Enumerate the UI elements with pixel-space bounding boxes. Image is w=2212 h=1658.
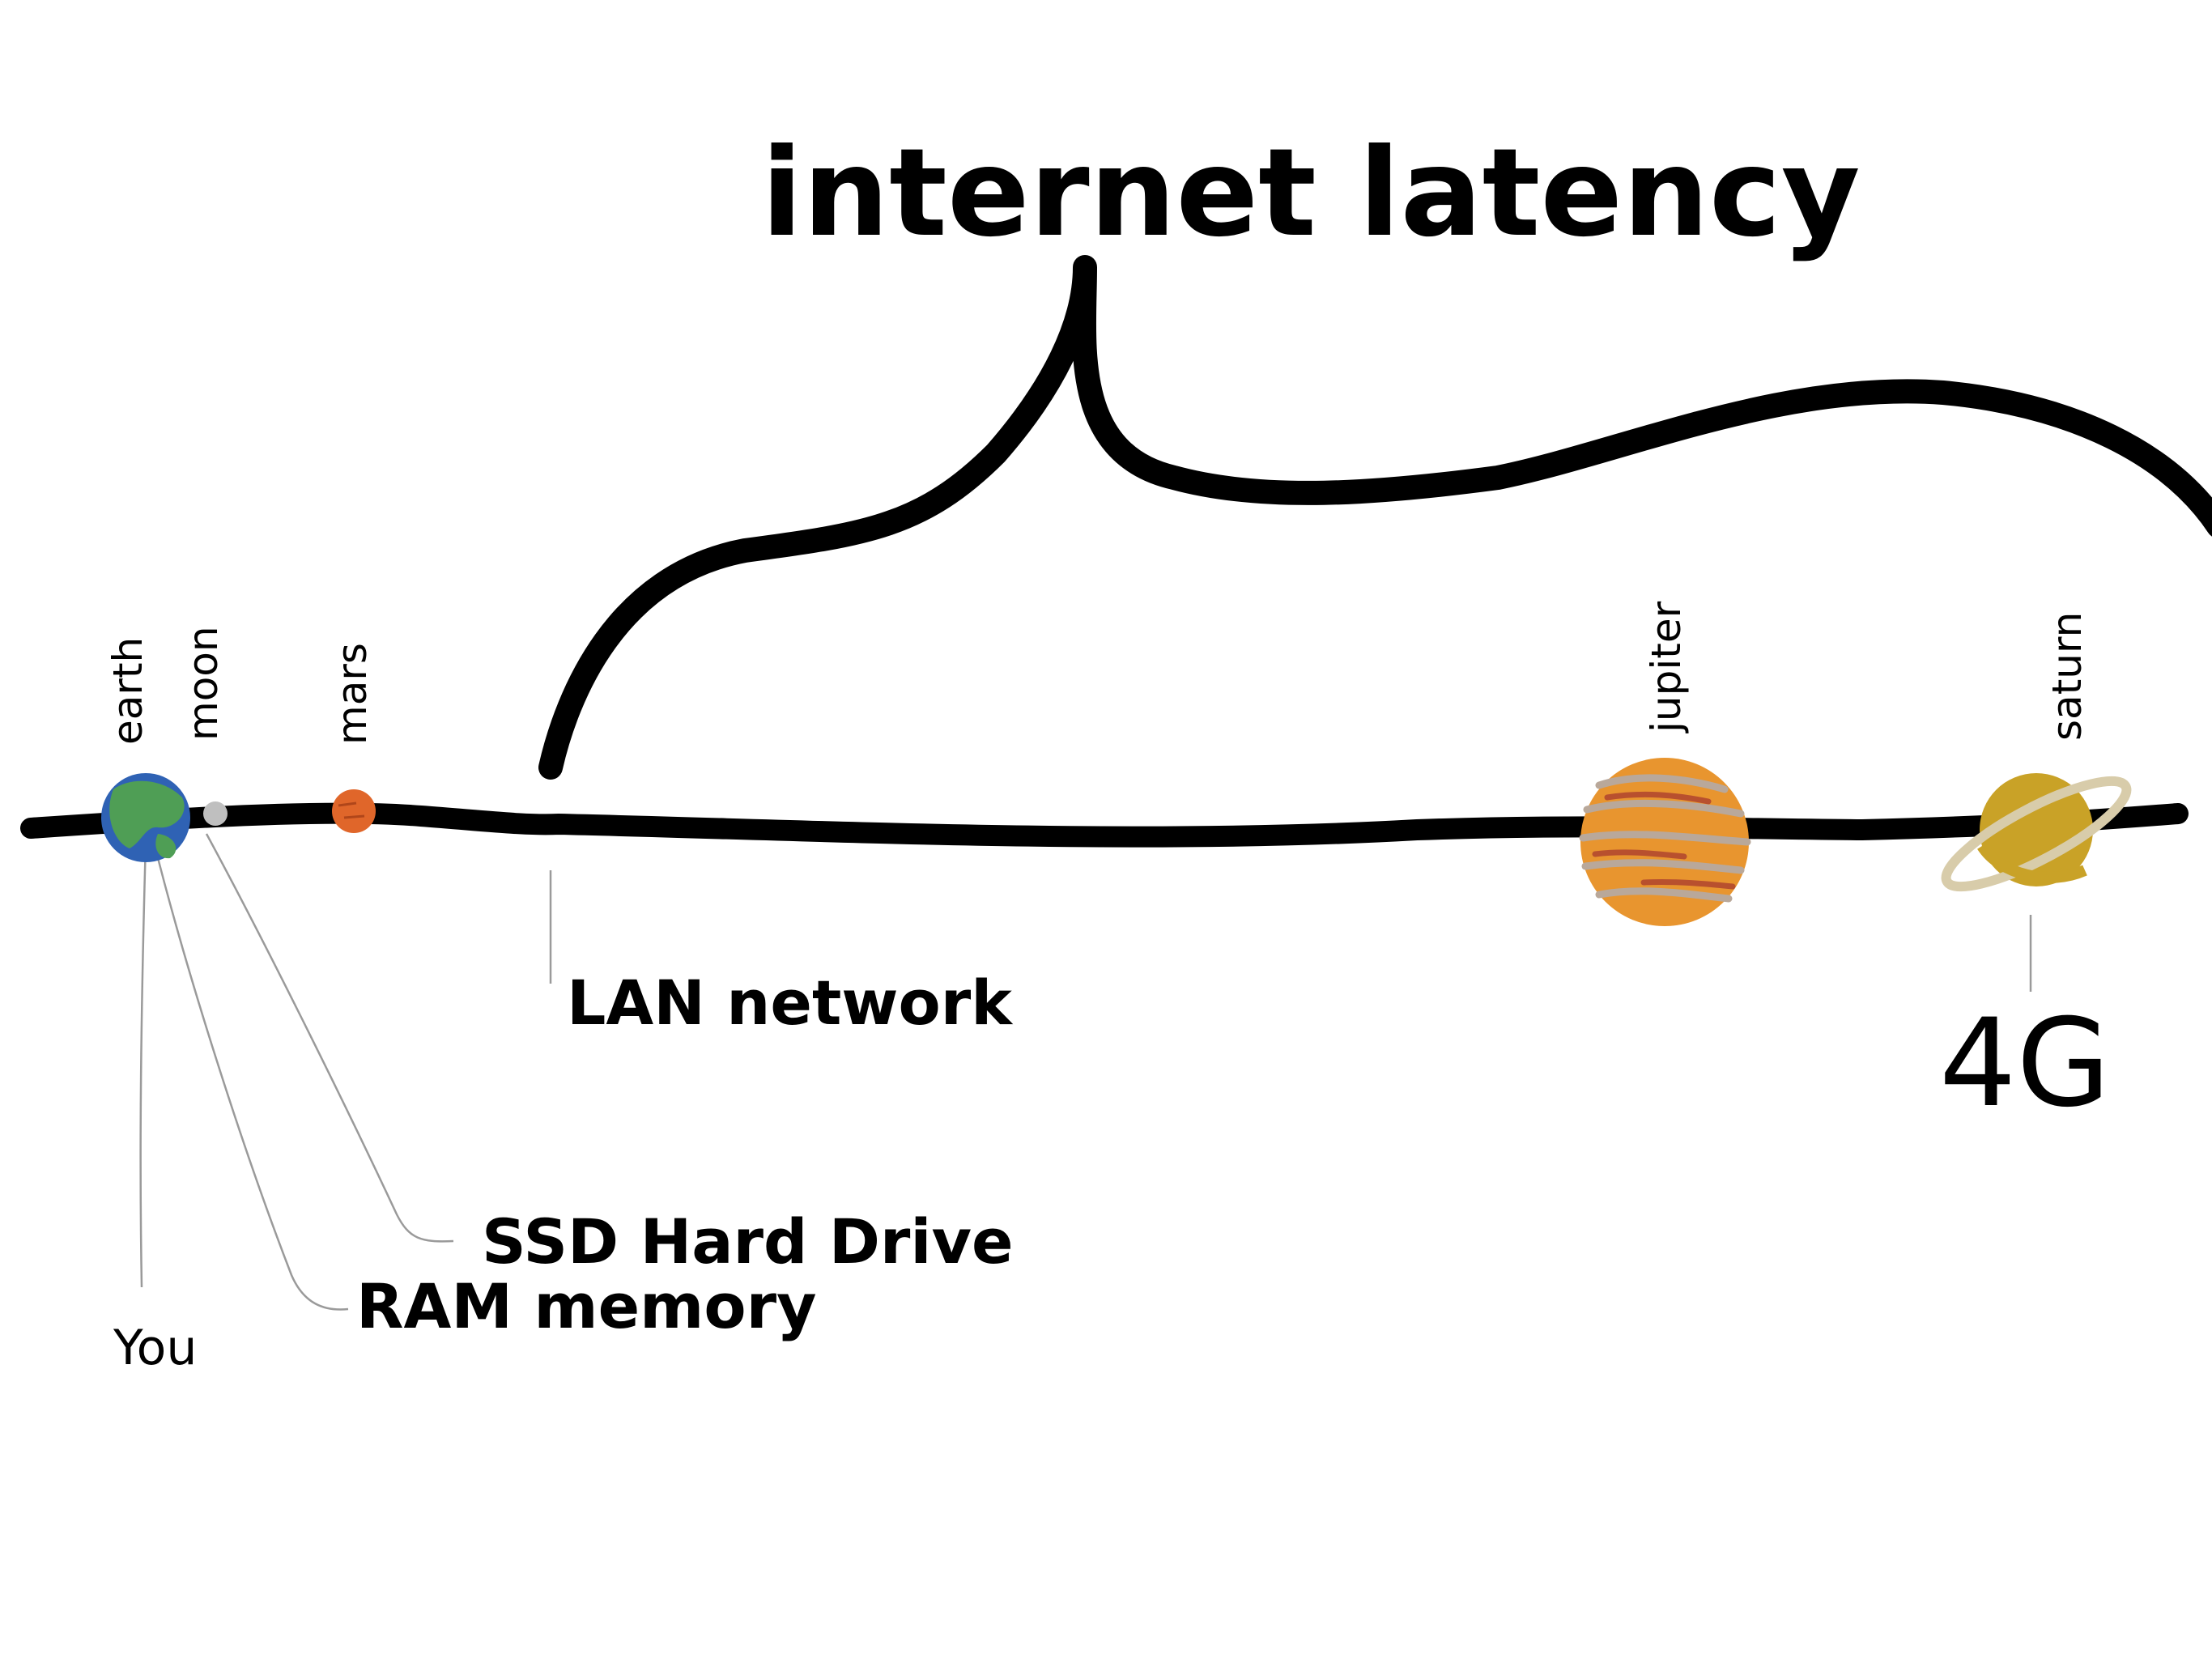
mars-planet: [332, 789, 376, 833]
earth-planet: [101, 773, 190, 862]
mars-label: mars: [329, 643, 376, 745]
saturn-planet: [1941, 773, 2132, 892]
diagram-title: internet latency: [761, 123, 1861, 264]
lan-network-label: LAN network: [567, 967, 1013, 1039]
4g-label: 4G: [1939, 993, 2111, 1134]
latency-brace: [538, 255, 2212, 780]
saturn-label: saturn: [2044, 612, 2091, 741]
ssd-hard-drive-label: SSD Hard Drive: [482, 1205, 1014, 1278]
you-leader: [139, 841, 147, 1288]
you-label: You: [113, 1320, 197, 1376]
ssd-leader: [205, 833, 454, 1243]
ram-leader: [152, 841, 349, 1311]
moon-planet: [203, 801, 228, 826]
moon-label: moon: [180, 626, 227, 741]
ram-memory-label: RAM memory: [356, 1270, 817, 1342]
earth-label: earth: [104, 637, 151, 745]
timeline-line: [20, 802, 2189, 848]
jupiter-label: jupiter: [1643, 601, 1690, 733]
jupiter-planet: [1579, 758, 1751, 926]
